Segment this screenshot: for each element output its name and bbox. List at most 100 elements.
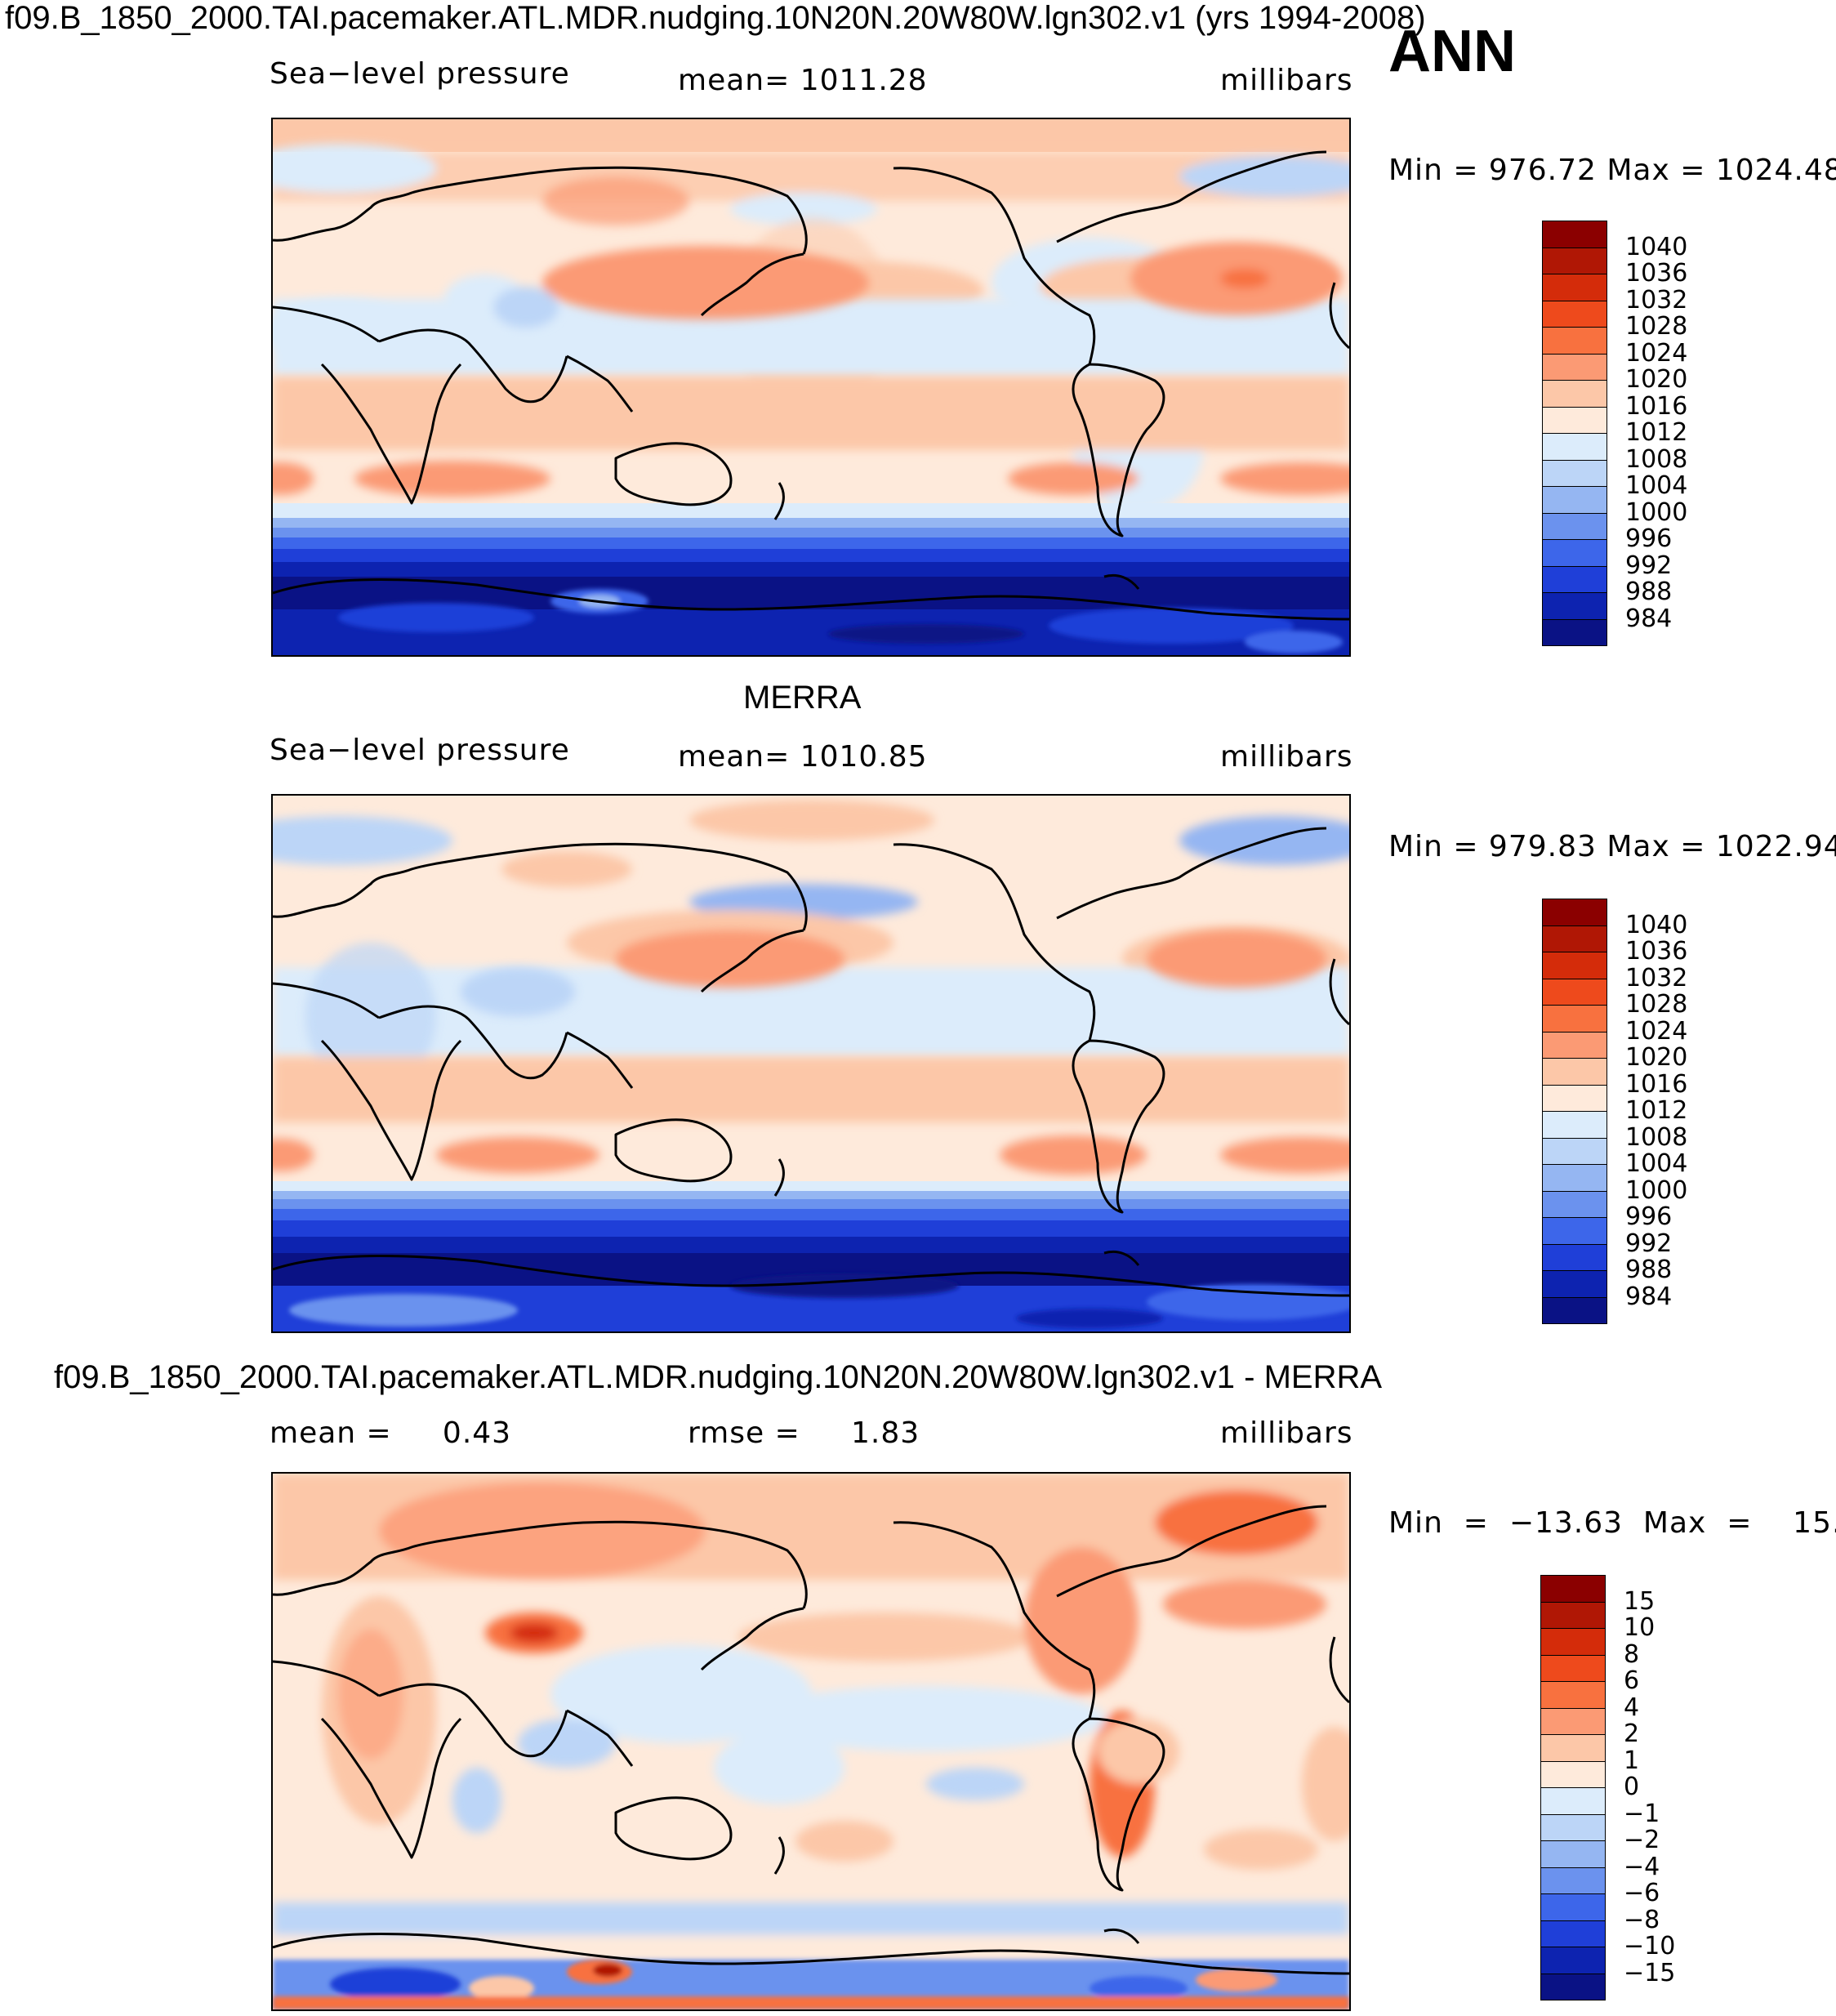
colorbar-tick-label: 1 bbox=[1624, 1746, 1640, 1775]
panel-mean-label: mean= 1011.28 bbox=[678, 64, 928, 97]
colorbar-tick-label: 1032 bbox=[1625, 285, 1688, 314]
colorbar-swatch bbox=[1542, 952, 1607, 979]
colorbar-tick-label: −6 bbox=[1624, 1879, 1660, 1907]
colorbar-tick-label: 1020 bbox=[1625, 365, 1688, 394]
colorbar-swatch bbox=[1542, 978, 1607, 1006]
map-svg bbox=[273, 119, 1349, 655]
panel-minmax: Min = 979.83 Max = 1022.94 bbox=[1388, 830, 1836, 863]
colorbar-swatch bbox=[1542, 1137, 1607, 1165]
colorbar-swatch bbox=[1542, 327, 1607, 355]
colorbar-swatch bbox=[1542, 1005, 1607, 1033]
colorbar-swatch bbox=[1542, 1111, 1607, 1139]
colorbar-tick-label: −10 bbox=[1624, 1932, 1676, 1960]
map-diff-slp bbox=[271, 1472, 1351, 2011]
colorbar-tick-label: 1004 bbox=[1625, 471, 1688, 500]
colorbar-swatch bbox=[1542, 433, 1607, 461]
map-svg bbox=[273, 1474, 1349, 2009]
colorbar-tick-label: 992 bbox=[1625, 551, 1673, 580]
colorbar-swatch bbox=[1540, 1920, 1606, 1947]
colorbar-tick-label: 4 bbox=[1624, 1693, 1640, 1722]
colorbar-tick-label: 988 bbox=[1625, 578, 1673, 606]
colorbar-swatch bbox=[1540, 1893, 1606, 1921]
panel-rmse-label: rmse = 1.83 bbox=[688, 1416, 920, 1450]
colorbar-swatch bbox=[1542, 565, 1607, 593]
colorbar-tick-label: −15 bbox=[1624, 1958, 1676, 1987]
colorbar-swatch bbox=[1542, 221, 1607, 248]
colorbar-swatch bbox=[1542, 1031, 1607, 1059]
colorbar-swatch bbox=[1542, 274, 1607, 301]
colorbar-tick-label: 10 bbox=[1624, 1613, 1656, 1642]
colorbar-swatch bbox=[1542, 380, 1607, 408]
colorbar-swatch bbox=[1542, 1296, 1607, 1324]
panel-units-label: millibars bbox=[1220, 1416, 1353, 1450]
colorbar-tick-label: −8 bbox=[1624, 1905, 1660, 1934]
map-model-slp bbox=[271, 118, 1351, 657]
colorbar-tick-label: 1028 bbox=[1625, 312, 1688, 341]
colorbar-tick-label: 1036 bbox=[1625, 937, 1688, 966]
colorbar-tick-label: 6 bbox=[1624, 1666, 1640, 1695]
colorbar-tick-label: 1024 bbox=[1625, 1016, 1688, 1046]
colorbar-tick-label: 2 bbox=[1624, 1719, 1640, 1748]
colorbar-swatch bbox=[1542, 1243, 1607, 1271]
colorbar-tick-label: 1040 bbox=[1625, 910, 1688, 939]
colorbar-swatch bbox=[1542, 539, 1607, 567]
colorbar-swatch bbox=[1540, 1734, 1606, 1762]
colorbar-tick-label: 1020 bbox=[1625, 1043, 1688, 1072]
colorbar-tick-label: 8 bbox=[1624, 1639, 1640, 1669]
colorbar-swatch bbox=[1542, 247, 1607, 274]
season-label: ANN bbox=[1388, 19, 1516, 84]
colorbar-tick-label: 1004 bbox=[1625, 1149, 1688, 1178]
colorbar-tick-label: 1000 bbox=[1625, 1175, 1688, 1205]
colorbar-tick-label: 984 bbox=[1625, 604, 1673, 633]
colorbar-swatch bbox=[1542, 899, 1607, 926]
colorbar-swatch bbox=[1542, 925, 1607, 952]
colorbar-tick-label: 15 bbox=[1624, 1586, 1656, 1616]
panel-units-label: millibars bbox=[1220, 740, 1353, 774]
colorbar-tick-label: 1016 bbox=[1625, 391, 1688, 421]
colorbar-tick-label: 1040 bbox=[1625, 232, 1688, 261]
colorbar-swatch bbox=[1540, 1813, 1606, 1841]
panel-mean-label: mean= 1010.85 bbox=[678, 740, 928, 774]
colorbar-swatch bbox=[1540, 1787, 1606, 1815]
colorbar-tick-label: 1028 bbox=[1625, 990, 1688, 1019]
map-svg bbox=[273, 796, 1349, 1331]
colorbar-tick-label: 1024 bbox=[1625, 338, 1688, 368]
colorbar-tick-label: 0 bbox=[1624, 1773, 1640, 1801]
colorbar-swatch bbox=[1542, 406, 1607, 434]
colorbar-tick-label: 988 bbox=[1625, 1256, 1673, 1284]
colorbar-swatch bbox=[1540, 1628, 1606, 1656]
panel-units-label: millibars bbox=[1220, 64, 1353, 97]
colorbar-swatch bbox=[1542, 300, 1607, 328]
colorbar-swatch bbox=[1540, 1867, 1606, 1894]
colorbar-tick-label: 1032 bbox=[1625, 963, 1688, 992]
colorbar-tick-label: 1008 bbox=[1625, 1122, 1688, 1152]
panel-minmax: Min = 976.72 Max = 1024.48 bbox=[1388, 154, 1836, 187]
colorbar-swatch bbox=[1540, 1973, 1606, 2000]
colorbar-tick-label: 1012 bbox=[1625, 418, 1688, 447]
colorbar-tick-label: 1012 bbox=[1625, 1096, 1688, 1125]
colorbar-tick-label: 1000 bbox=[1625, 497, 1688, 527]
colorbar-swatch bbox=[1540, 1840, 1606, 1868]
colorbar-swatch bbox=[1542, 353, 1607, 381]
colorbar-tick-label: −2 bbox=[1624, 1826, 1660, 1854]
panel-heading: f09.B_1850_2000.TAI.pacemaker.ATL.MDR.nu… bbox=[54, 1359, 1383, 1395]
colorbar-swatch bbox=[1542, 1164, 1607, 1192]
colorbar-tick-label: 996 bbox=[1625, 1202, 1673, 1231]
colorbar-swatch bbox=[1542, 486, 1607, 514]
map-obs-slp bbox=[271, 794, 1351, 1333]
colorbar-swatch bbox=[1540, 1681, 1606, 1709]
colorbar-swatch bbox=[1540, 1707, 1606, 1735]
colorbar-tick-label: −1 bbox=[1624, 1799, 1660, 1828]
colorbar-swatch bbox=[1542, 1270, 1607, 1298]
colorbar-swatch bbox=[1542, 512, 1607, 540]
colorbar-swatch bbox=[1542, 1058, 1607, 1086]
panel-heading: MERRA bbox=[743, 680, 862, 716]
colorbar-tick-label: −4 bbox=[1624, 1852, 1660, 1881]
colorbar-tick-label: 992 bbox=[1625, 1229, 1673, 1258]
colorbar-swatch bbox=[1540, 1947, 1606, 1974]
panel-mean-label: mean = 0.43 bbox=[270, 1416, 512, 1450]
panel-variable-label: Sea−level pressure bbox=[270, 734, 570, 767]
colorbar-tick-label: 1036 bbox=[1625, 259, 1688, 288]
colorbar-swatch bbox=[1542, 1084, 1607, 1112]
colorbar-tick-label: 1008 bbox=[1625, 444, 1688, 474]
